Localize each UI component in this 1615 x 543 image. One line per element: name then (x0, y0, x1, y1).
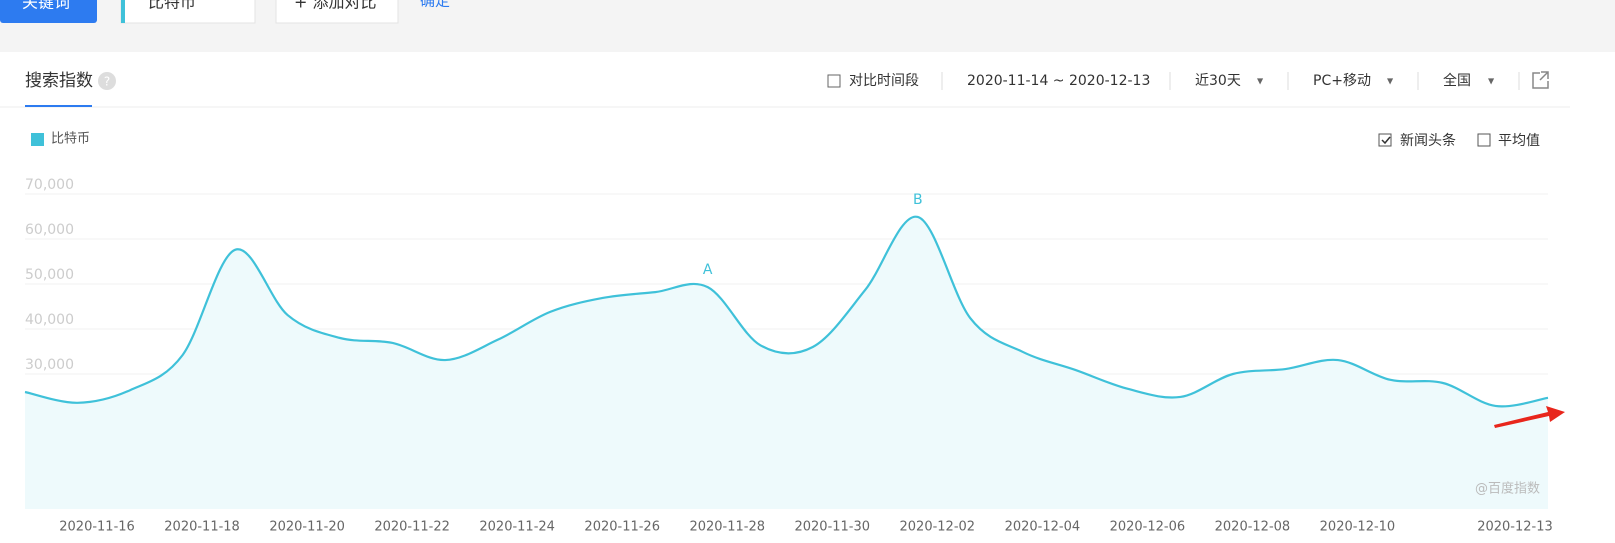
region-select[interactable]: 全国 (1443, 72, 1471, 89)
add-compare: + 添加对比 (294, 0, 377, 12)
dropdown-arrow: ▼ (1488, 77, 1495, 86)
check-mark (1381, 136, 1391, 145)
keyword-color (121, 0, 125, 23)
export-icon[interactable] (1532, 71, 1549, 89)
y-tick-label: 60,000 (25, 222, 74, 238)
period-select[interactable]: 近30天 (1195, 73, 1241, 89)
legend-swatch (31, 133, 44, 146)
x-tick-label: 2020-12-13 (1477, 520, 1553, 535)
watermark: @百度指数 (1475, 481, 1540, 497)
x-tick-label: 2020-12-08 (1215, 520, 1291, 535)
tab[interactable]: 搜索指数 (25, 71, 93, 91)
red-arrow (1494, 406, 1565, 428)
average-checkbox[interactable] (1477, 133, 1491, 147)
news-checkbox[interactable] (1378, 133, 1392, 147)
x-tick-label: 2020-11-26 (584, 520, 660, 535)
x-tick-label: 2020-12-06 (1110, 520, 1186, 535)
x-tick-label: 2020-11-28 (689, 520, 765, 535)
y-tick-label: 70,000 (25, 177, 74, 193)
y-tick-label: 50,000 (25, 267, 74, 283)
add-compare-button[interactable] (275, 0, 399, 24)
confirm-link[interactable]: 确定 (420, 0, 450, 10)
help-icon[interactable] (98, 72, 116, 90)
average-label: 平均值 (1498, 133, 1540, 149)
dropdown-arrow: ▼ (1257, 77, 1264, 86)
x-tick-label: 2020-11-22 (374, 520, 450, 535)
x-tick-label: 2020-11-30 (794, 520, 870, 535)
help-glyph: ? (104, 75, 110, 89)
device-select[interactable]: PC+移动 (1313, 73, 1371, 89)
top-bar (0, 0, 1615, 52)
compare-checkbox[interactable] (827, 74, 841, 88)
legend-label: 比特币 (51, 132, 90, 147)
y-tick-label: 40,000 (25, 312, 74, 328)
keyword: 比特币 (148, 0, 196, 12)
x-tick-label: 2020-11-16 (59, 520, 135, 535)
x-tick-label: 2020-11-18 (164, 520, 240, 535)
annotation: A (703, 262, 713, 278)
x-tick-label: 2020-11-20 (269, 520, 345, 535)
tab-underline (25, 105, 92, 107)
area (25, 216, 1548, 509)
compare-period: 对比时间段 (849, 73, 919, 89)
dropdown-arrow: ▼ (1387, 77, 1394, 86)
line (24, 215, 1549, 408)
keyword-button-label: 关键词 (22, 0, 70, 12)
y-tick-label: 30,000 (25, 357, 74, 373)
keyword-button[interactable] (0, 0, 97, 23)
x-tick-label: 2020-12-02 (900, 520, 976, 535)
x-tick-label: 2020-12-10 (1320, 520, 1396, 535)
annotation: B (913, 192, 923, 208)
date-range[interactable]: 2020-11-14 ~ 2020-12-13 (967, 73, 1150, 89)
x-tick-label: 2020-11-24 (479, 520, 555, 535)
news-label: 新闻头条 (1400, 132, 1456, 149)
x-tick-label: 2020-12-04 (1005, 520, 1081, 535)
